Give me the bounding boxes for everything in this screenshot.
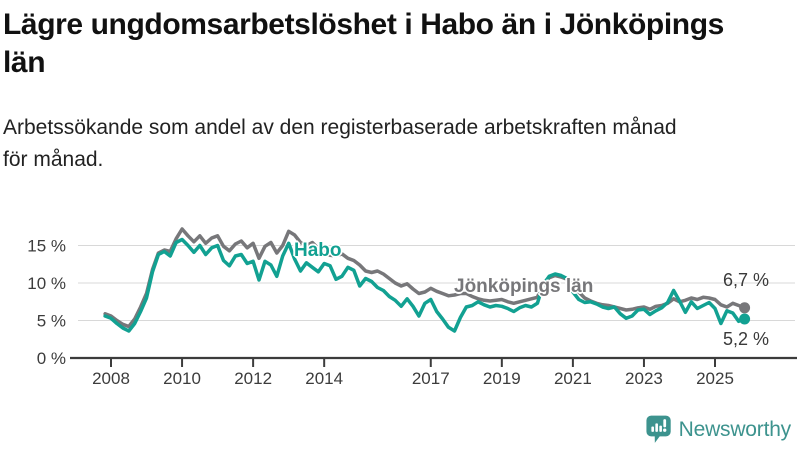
y-axis-tick-label: 15 %: [27, 237, 66, 256]
x-axis-tick-label: 2014: [305, 369, 343, 388]
x-axis-tick-label: 2010: [163, 369, 201, 388]
x-axis-tick-label: 2017: [412, 369, 450, 388]
series-label-habo: Habo: [294, 240, 342, 261]
title-line-1: Lägre ungdomsarbetslöshet i Habo än i Jö…: [3, 8, 724, 41]
title-line-2: län: [3, 46, 46, 79]
chart-header: Lägre ungdomsarbetslöshet i Habo än i Jö…: [3, 6, 797, 176]
subtitle-line-1: Arbetssökande som andel av den registerb…: [3, 116, 677, 139]
end-value-label-jonkopings-lan: 6,7 %: [722, 270, 769, 290]
x-axis-tick-label: 2021: [554, 369, 592, 388]
newsworthy-logo-icon: [646, 415, 671, 443]
newsworthy-logo-text: Newsworthy: [678, 417, 792, 441]
series-line-habo: [103, 237, 747, 333]
x-axis-tick-label: 2023: [625, 369, 663, 388]
end-value-label-habo: 5,2 %: [722, 329, 769, 349]
x-axis-tick-label: 2012: [234, 369, 272, 388]
y-axis-tick-label: 5 %: [37, 312, 66, 331]
subtitle-line-2: för månad.: [3, 148, 104, 171]
x-axis-tick-label: 2019: [483, 369, 521, 388]
series-end-dot-habo: [739, 313, 751, 325]
x-axis-tick-label: 2008: [92, 369, 130, 388]
series-line-j-nk-pings-l-n: [103, 227, 747, 329]
x-axis-tick-label: 2025: [696, 369, 734, 388]
chart-subtitle: Arbetssökande som andel av den registerb…: [3, 112, 797, 176]
y-axis-tick-label: 0 %: [37, 349, 66, 368]
page-title: Lägre ungdomsarbetslöshet i Habo än i Jö…: [3, 6, 797, 82]
series-label-jonkopings-lan: Jönköpings län: [454, 276, 594, 297]
series-end-dot-j-nk-pings-l-n: [739, 302, 751, 314]
y-axis-tick-label: 10 %: [27, 274, 66, 293]
newsworthy-logo: Newsworthy: [646, 415, 791, 444]
